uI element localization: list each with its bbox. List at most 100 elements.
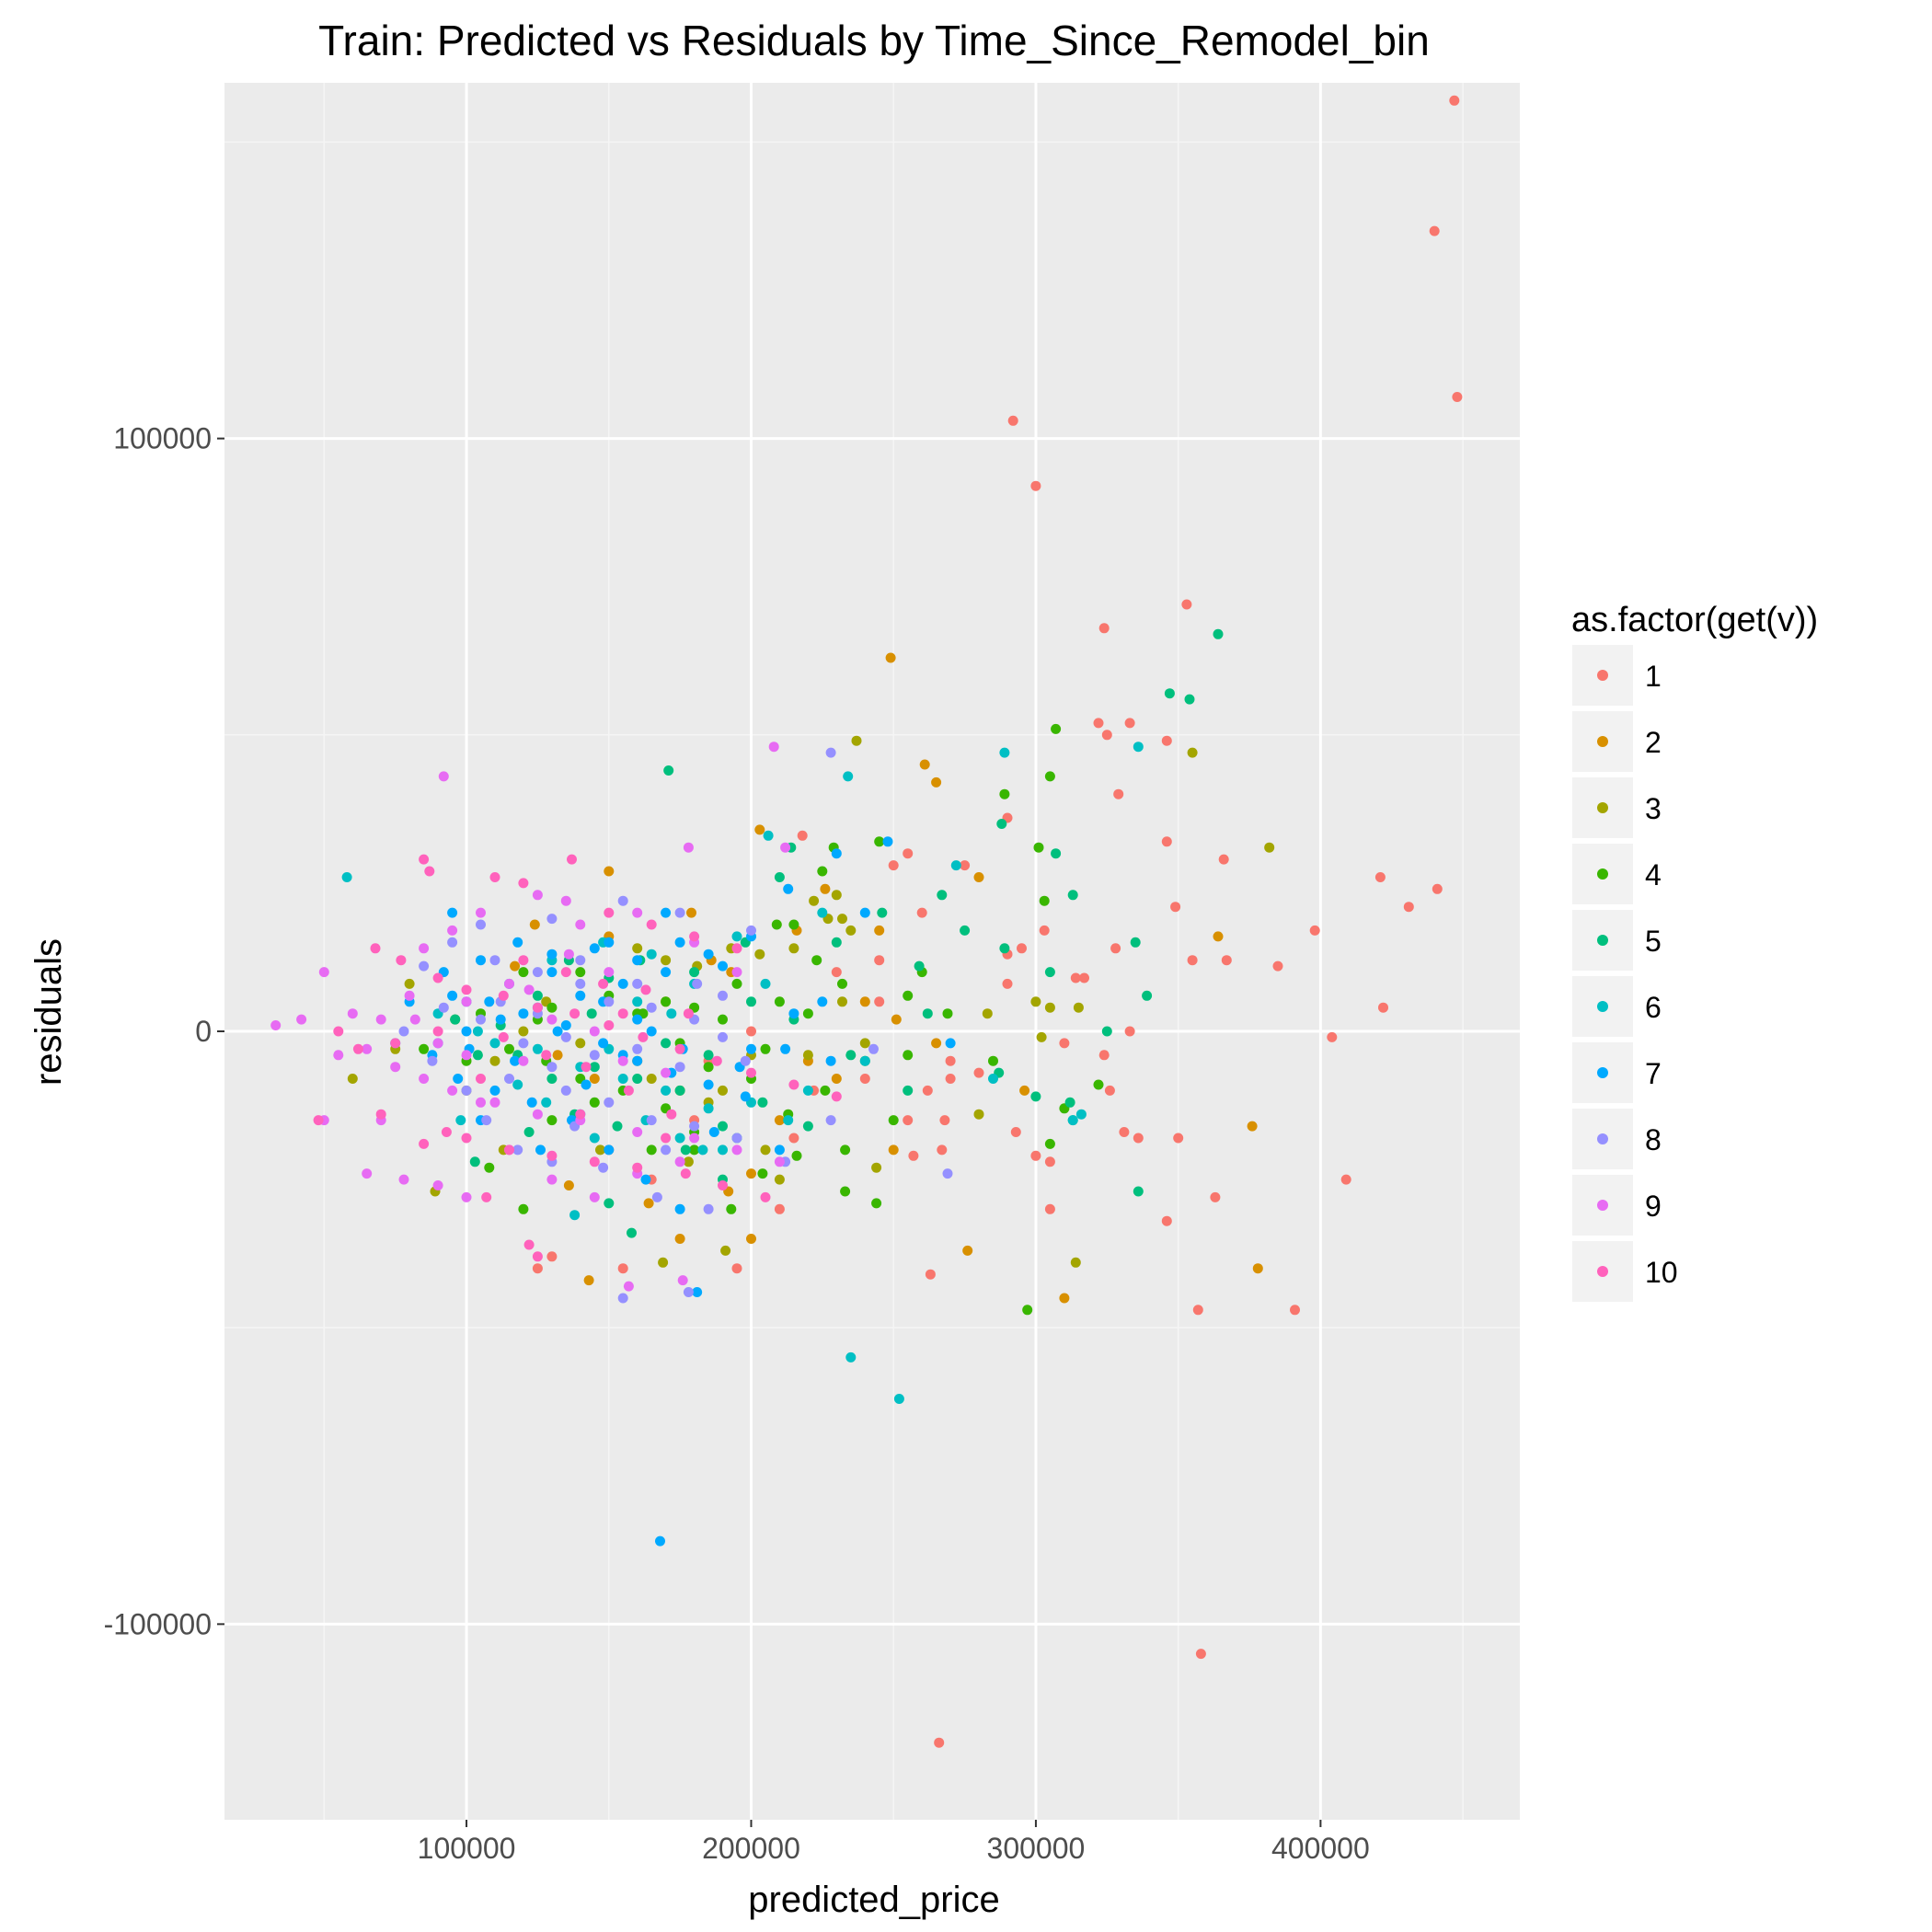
data-point-series-9 xyxy=(677,1275,688,1286)
data-point-series-10 xyxy=(532,1002,543,1013)
data-point-series-9 xyxy=(362,1043,373,1054)
data-point-series-1 xyxy=(1098,623,1110,634)
data-point-series-7 xyxy=(575,990,586,1001)
data-point-series-10 xyxy=(604,1020,615,1030)
data-point-series-9 xyxy=(476,1097,486,1108)
data-point-series-1 xyxy=(916,907,927,918)
legend-label-9: 9 xyxy=(1645,1190,1662,1223)
data-point-series-9 xyxy=(438,771,449,782)
data-point-series-1 xyxy=(888,860,899,871)
data-point-series-3 xyxy=(683,1156,694,1167)
data-point-series-5 xyxy=(831,937,842,948)
data-point-series-4 xyxy=(726,1203,737,1214)
data-point-series-6 xyxy=(532,1043,543,1054)
data-point-series-7 xyxy=(598,1038,609,1049)
data-point-series-5 xyxy=(996,819,1007,829)
data-point-series-3 xyxy=(1030,996,1041,1007)
data-point-series-7 xyxy=(746,1043,756,1054)
data-point-series-6 xyxy=(341,872,352,882)
data-point-series-2 xyxy=(820,883,831,894)
data-point-series-4 xyxy=(999,788,1010,799)
data-point-series-7 xyxy=(604,1144,615,1156)
data-point-series-8 xyxy=(461,1085,472,1096)
data-point-series-2 xyxy=(891,1014,902,1025)
data-point-series-4 xyxy=(840,1186,851,1197)
data-point-series-9 xyxy=(398,1174,409,1185)
data-point-series-8 xyxy=(868,1043,879,1054)
data-point-series-9 xyxy=(689,1133,700,1144)
data-point-series-5 xyxy=(450,1014,461,1025)
data-point-series-4 xyxy=(820,1085,831,1096)
data-point-series-8 xyxy=(683,1287,694,1297)
data-point-series-2 xyxy=(885,652,896,663)
data-point-series-9 xyxy=(768,742,779,753)
data-point-series-10 xyxy=(419,854,430,865)
data-point-series-3 xyxy=(720,1245,731,1256)
data-point-series-2 xyxy=(510,960,521,972)
data-point-series-4 xyxy=(1051,723,1062,734)
data-point-series-7 xyxy=(817,996,828,1007)
data-point-series-6 xyxy=(661,1085,672,1096)
data-point-series-5 xyxy=(1184,694,1195,705)
data-point-series-9 xyxy=(632,907,643,918)
data-point-series-4 xyxy=(874,836,885,847)
data-point-series-3 xyxy=(575,1038,586,1049)
data-point-series-1 xyxy=(874,955,885,966)
data-point-series-7 xyxy=(589,943,600,954)
data-point-series-8 xyxy=(447,937,458,948)
data-point-series-5 xyxy=(1133,1186,1144,1197)
data-point-series-10 xyxy=(419,1138,430,1149)
data-point-series-1 xyxy=(1070,972,1081,983)
x-tick-label: 400000 xyxy=(1271,1832,1370,1865)
data-point-series-6 xyxy=(1067,1115,1078,1126)
data-point-series-7 xyxy=(489,1085,500,1096)
data-point-series-10 xyxy=(476,1074,486,1084)
data-point-series-10 xyxy=(498,1031,509,1042)
data-point-series-4 xyxy=(942,1008,953,1019)
data-point-series-7 xyxy=(674,1203,685,1214)
data-point-series-2 xyxy=(1059,1293,1070,1304)
data-point-series-1 xyxy=(1101,730,1112,741)
data-point-series-8 xyxy=(589,1050,600,1061)
data-point-series-2 xyxy=(931,776,942,788)
data-point-series-5 xyxy=(612,1121,623,1132)
plot-area: 100000 200000 300000 400000 -100000 0 100000 xyxy=(104,83,1520,1865)
plot-panel-background xyxy=(224,83,1520,1820)
data-point-series-1 xyxy=(859,1074,870,1084)
data-point-series-10 xyxy=(632,1162,643,1173)
data-point-series-5 xyxy=(663,765,674,776)
data-point-series-8 xyxy=(731,1133,742,1144)
data-point-series-8 xyxy=(560,1085,571,1096)
data-point-series-3 xyxy=(851,735,862,746)
data-point-series-2 xyxy=(552,1050,563,1061)
data-point-series-7 xyxy=(780,1043,791,1054)
data-point-series-5 xyxy=(1051,848,1062,859)
data-point-series-1 xyxy=(945,1074,956,1084)
data-point-series-6 xyxy=(617,1074,628,1084)
data-point-series-3 xyxy=(1044,1002,1055,1013)
data-point-series-1 xyxy=(1452,392,1463,402)
data-point-series-6 xyxy=(512,1079,523,1090)
data-point-series-1 xyxy=(1218,854,1229,865)
data-point-series-3 xyxy=(1036,1031,1047,1042)
data-point-series-1 xyxy=(797,830,808,841)
data-point-series-8 xyxy=(604,1097,615,1108)
data-point-series-9 xyxy=(409,1014,420,1025)
data-point-series-4 xyxy=(661,996,672,1007)
data-point-series-9 xyxy=(774,1156,785,1167)
data-point-series-9 xyxy=(731,1144,742,1156)
data-point-series-7 xyxy=(546,949,558,960)
data-point-series-2 xyxy=(962,1245,973,1256)
data-point-series-9 xyxy=(461,1191,472,1202)
data-point-series-8 xyxy=(546,914,558,925)
data-point-series-4 xyxy=(419,1043,430,1054)
data-point-series-9 xyxy=(432,1180,443,1190)
data-point-series-1 xyxy=(1161,1215,1172,1226)
y-tick-label: -100000 xyxy=(104,1607,212,1640)
data-point-series-6 xyxy=(674,1133,685,1144)
data-point-series-4 xyxy=(518,1203,529,1214)
data-point-series-1 xyxy=(1133,1133,1144,1144)
data-point-series-5 xyxy=(1044,967,1055,978)
data-point-series-5 xyxy=(1142,990,1153,1001)
